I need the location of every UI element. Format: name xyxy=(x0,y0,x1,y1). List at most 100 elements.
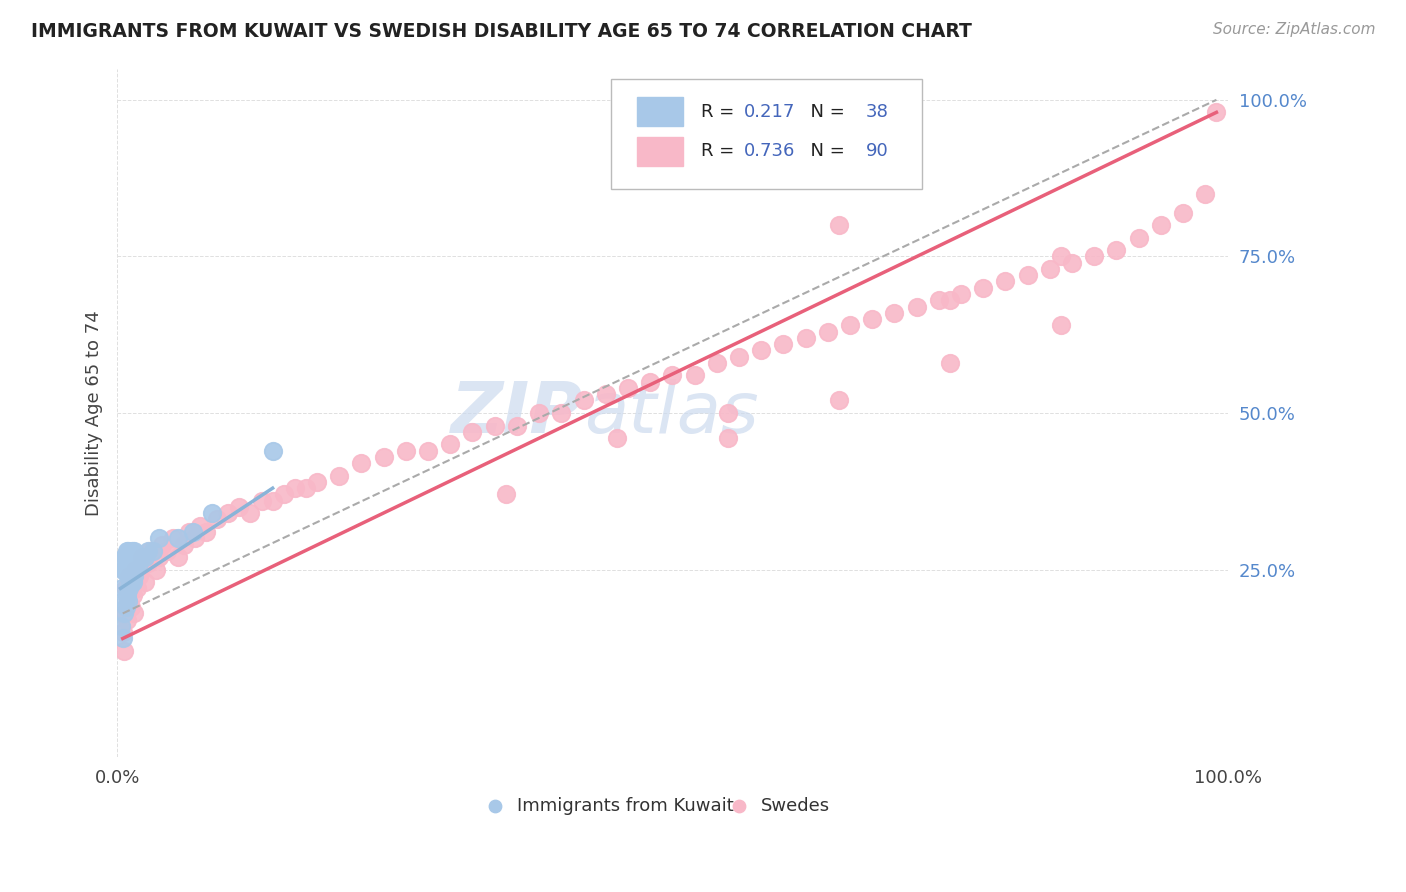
Point xyxy=(550,406,572,420)
Point xyxy=(134,550,156,565)
Point xyxy=(127,582,149,596)
Text: ZIP: ZIP xyxy=(451,378,583,448)
Point xyxy=(328,468,350,483)
Point xyxy=(145,563,167,577)
Point xyxy=(173,537,195,551)
Point xyxy=(728,763,751,777)
Point xyxy=(136,543,159,558)
Point xyxy=(121,550,143,565)
Point xyxy=(305,475,328,489)
Point xyxy=(139,543,162,558)
Point xyxy=(142,543,165,558)
Point xyxy=(115,600,138,615)
Point xyxy=(121,575,143,590)
Point xyxy=(131,550,153,565)
Point xyxy=(156,543,179,558)
Point xyxy=(114,563,136,577)
Point xyxy=(1050,318,1073,333)
Point xyxy=(118,582,141,596)
Point xyxy=(617,381,640,395)
Point xyxy=(928,293,950,308)
Point xyxy=(905,300,928,314)
Point xyxy=(125,557,148,571)
Point xyxy=(117,594,139,608)
Point xyxy=(706,356,728,370)
Text: 38: 38 xyxy=(866,103,889,121)
Point xyxy=(122,543,145,558)
Point xyxy=(162,531,184,545)
Point xyxy=(120,550,142,565)
Point xyxy=(111,563,134,577)
Point xyxy=(167,550,190,565)
Point xyxy=(115,543,138,558)
Point xyxy=(262,493,284,508)
Point xyxy=(114,607,136,621)
Point xyxy=(195,524,218,539)
Point xyxy=(1050,249,1073,263)
Point xyxy=(120,575,142,590)
Point xyxy=(150,537,173,551)
Point xyxy=(179,524,201,539)
Point xyxy=(148,531,170,545)
Point xyxy=(118,557,141,571)
Point xyxy=(190,518,212,533)
Point xyxy=(484,418,506,433)
Text: 90: 90 xyxy=(866,142,889,161)
Point xyxy=(1062,255,1084,269)
Point xyxy=(883,306,905,320)
Point xyxy=(115,613,138,627)
FancyBboxPatch shape xyxy=(637,97,683,127)
Point xyxy=(416,443,439,458)
Point xyxy=(395,443,418,458)
Point xyxy=(1017,268,1039,283)
Point xyxy=(595,387,617,401)
Point xyxy=(373,450,395,464)
Point xyxy=(661,368,683,383)
Text: 0.736: 0.736 xyxy=(744,142,794,161)
Point xyxy=(994,275,1017,289)
Point xyxy=(120,600,142,615)
Point xyxy=(181,524,204,539)
Point xyxy=(111,582,134,596)
Point xyxy=(217,506,239,520)
Point xyxy=(111,625,134,640)
Point xyxy=(1083,249,1105,263)
Text: atlas: atlas xyxy=(583,378,758,448)
Point xyxy=(495,487,517,501)
Point xyxy=(638,375,661,389)
Point xyxy=(122,569,145,583)
Text: IMMIGRANTS FROM KUWAIT VS SWEDISH DISABILITY AGE 65 TO 74 CORRELATION CHART: IMMIGRANTS FROM KUWAIT VS SWEDISH DISABI… xyxy=(31,22,972,41)
Point xyxy=(972,281,994,295)
Point xyxy=(124,563,146,577)
Point xyxy=(121,575,143,590)
Text: N =: N = xyxy=(799,142,851,161)
Point xyxy=(295,481,318,495)
Point xyxy=(1194,186,1216,201)
Point xyxy=(127,550,149,565)
Point xyxy=(228,500,250,514)
Point xyxy=(114,594,136,608)
Point xyxy=(717,406,740,420)
Point xyxy=(239,506,262,520)
Point xyxy=(939,293,962,308)
Point xyxy=(506,418,529,433)
Point xyxy=(527,406,550,420)
Point xyxy=(131,550,153,565)
Point xyxy=(439,437,461,451)
Point xyxy=(122,607,145,621)
Text: Source: ZipAtlas.com: Source: ZipAtlas.com xyxy=(1212,22,1375,37)
Point xyxy=(950,287,973,301)
Point xyxy=(111,632,134,646)
Point xyxy=(115,588,138,602)
Point xyxy=(128,557,150,571)
Point xyxy=(134,575,156,590)
Point xyxy=(121,543,143,558)
Point xyxy=(1128,230,1150,244)
Point xyxy=(124,563,146,577)
Point xyxy=(461,425,484,439)
Point xyxy=(817,325,839,339)
Text: R =: R = xyxy=(702,103,740,121)
Point xyxy=(839,318,862,333)
Point xyxy=(117,569,139,583)
Point xyxy=(284,481,307,495)
